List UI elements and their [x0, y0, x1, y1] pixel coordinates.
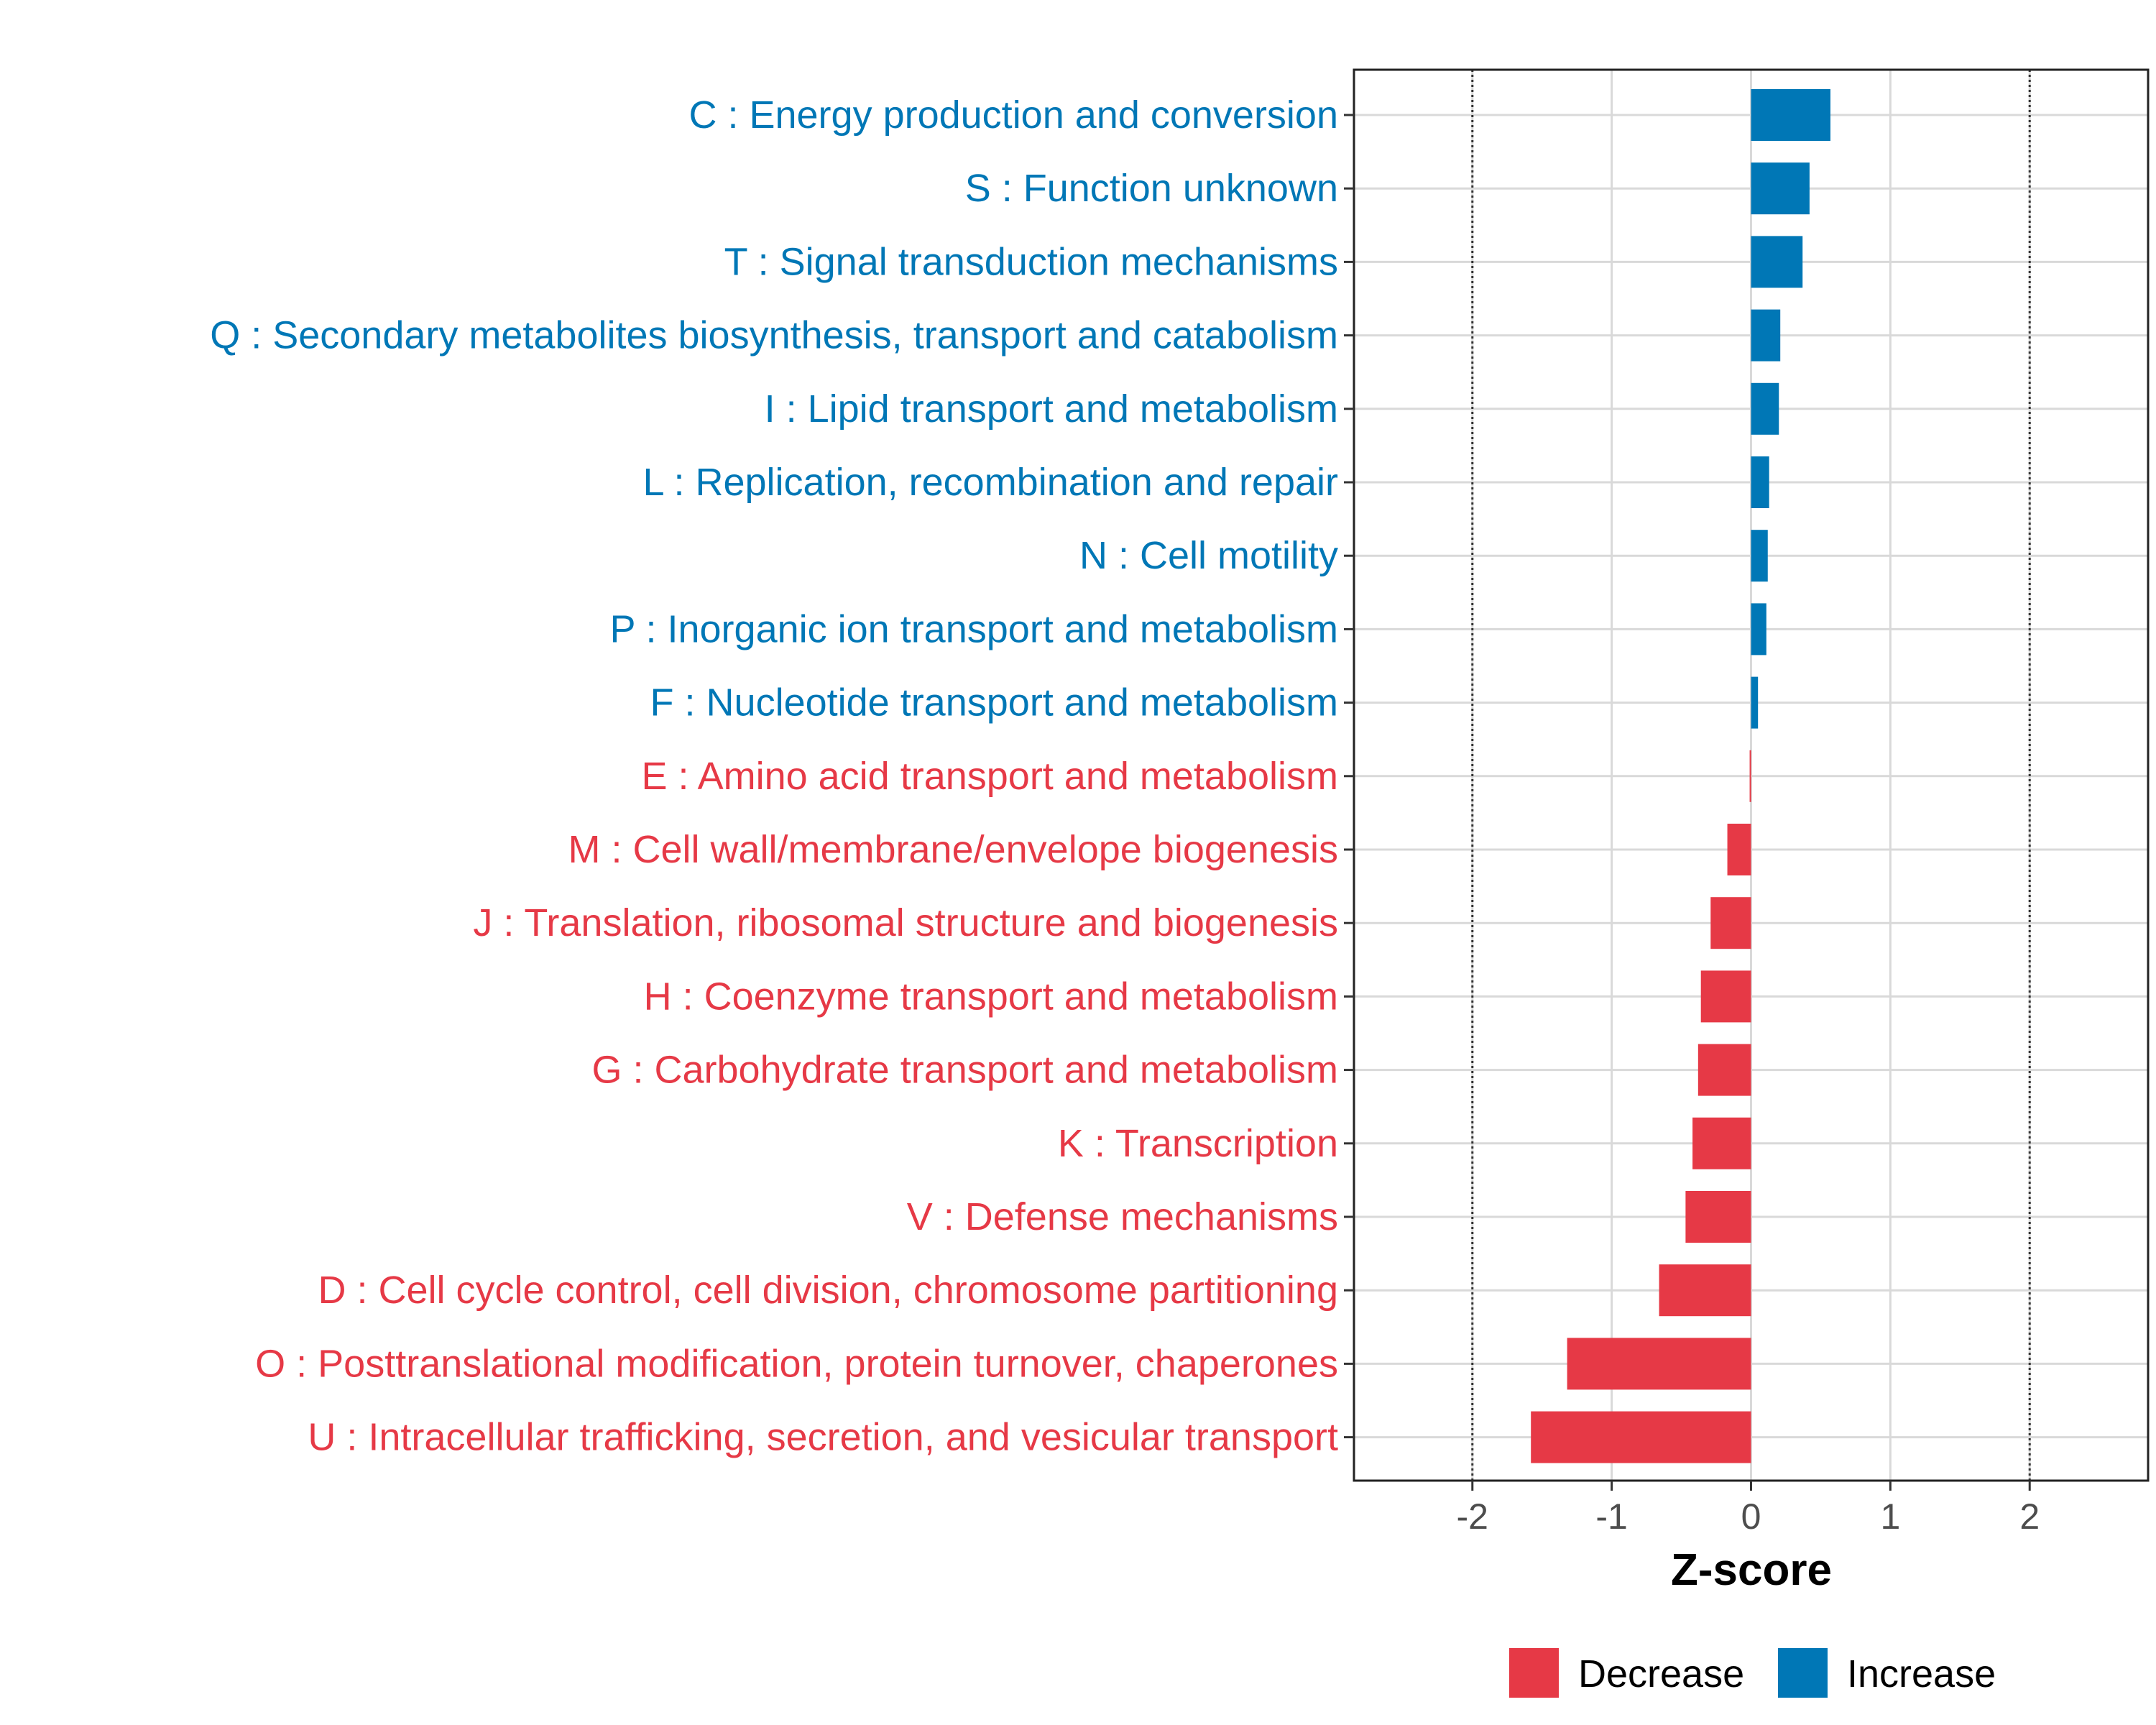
bar: [1697, 1044, 1751, 1096]
y-tick-label: O : Posttranslational modification, prot…: [255, 1342, 1338, 1385]
bar: [1751, 456, 1769, 508]
legend-swatch: [1778, 1648, 1828, 1698]
x-tick-label: -2: [1457, 1496, 1488, 1537]
y-tick-label: U : Intracellular trafficking, secretion…: [308, 1416, 1338, 1459]
y-tick-label: M : Cell wall/membrane/envelope biogenes…: [568, 828, 1338, 871]
bar: [1751, 236, 1803, 288]
bar: [1710, 897, 1751, 949]
y-tick-label: P : Inorganic ion transport and metaboli…: [609, 607, 1338, 650]
bar: [1751, 162, 1810, 215]
y-tick-label: J : Translation, ribosomal structure and…: [473, 901, 1338, 944]
bar: [1751, 676, 1759, 729]
y-tick-label: L : Replication, recombination and repai…: [642, 461, 1338, 504]
y-tick-label: G : Carbohydrate transport and metabolis…: [592, 1049, 1339, 1092]
y-tick-label: V : Defense mechanisms: [907, 1195, 1338, 1238]
bar: [1751, 382, 1779, 435]
y-tick-label: E : Amino acid transport and metabolism: [642, 755, 1338, 798]
bar: [1751, 89, 1830, 141]
y-tick-label: K : Transcription: [1058, 1122, 1338, 1165]
x-axis-title: Z-score: [1671, 1545, 1832, 1595]
y-tick-label: Q : Secondary metabolites biosynthesis, …: [210, 314, 1338, 357]
y-tick-label: S : Function unknown: [965, 167, 1338, 210]
legend-swatch: [1509, 1648, 1559, 1698]
bar: [1751, 603, 1766, 656]
reference-lines: [1471, 70, 2031, 1481]
x-axis: -2 -1 0 1 2: [1457, 1481, 2040, 1537]
bar: [1685, 1191, 1751, 1243]
y-tick-label: H : Coenzyme transport and metabolism: [644, 975, 1338, 1018]
y-tick-label: F : Nucleotide transport and metabolism: [650, 681, 1338, 724]
y-tick-label: D : Cell cycle control, cell division, c…: [318, 1269, 1338, 1312]
bar: [1751, 530, 1768, 582]
legend: Decrease Increase: [1509, 1648, 1996, 1698]
legend-label: Increase: [1847, 1652, 1996, 1696]
bar: [1531, 1411, 1751, 1463]
bar: [1692, 1117, 1751, 1169]
bar: [1700, 970, 1751, 1023]
y-tick-label: C : Energy production and conversion: [688, 93, 1338, 137]
legend-label: Decrease: [1578, 1652, 1744, 1696]
x-tick-label: 1: [1880, 1496, 1900, 1537]
x-tick-label: 0: [1741, 1496, 1761, 1537]
x-tick-label: -1: [1595, 1496, 1627, 1537]
bars: [1531, 89, 1830, 1463]
bar: [1727, 824, 1751, 875]
y-tick-label: I : Lipid transport and metabolism: [765, 387, 1338, 431]
bar: [1749, 750, 1751, 802]
x-tick-label: 2: [2019, 1496, 2040, 1537]
bar: [1659, 1264, 1751, 1317]
y-tick-label: T : Signal transduction mechanisms: [724, 240, 1338, 283]
bar: [1751, 309, 1781, 362]
bar: [1567, 1338, 1751, 1390]
y-axis: C : Energy production and conversion S : …: [210, 93, 1354, 1459]
y-tick-label: N : Cell motility: [1079, 534, 1338, 577]
